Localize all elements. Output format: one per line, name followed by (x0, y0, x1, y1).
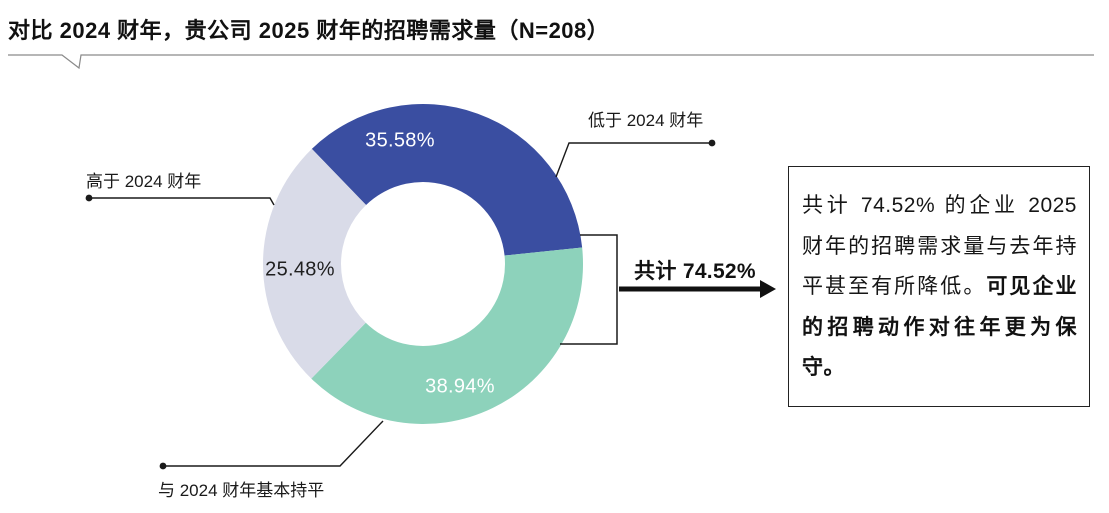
leader-line-higher (89, 197, 275, 206)
label-higher-2024: 高于 2024 财年 (86, 172, 202, 191)
total-callout-label: 共计 74.52% (634, 260, 756, 283)
leader-dot-lower (708, 139, 716, 147)
insight-text-bold: 可见企业的招聘动作对往年更为保守。 (802, 275, 1078, 379)
segment-value-higher: 25.48% (265, 258, 335, 281)
leader-dot-higher (85, 194, 93, 202)
page-title: 对比 2024 财年，贵公司 2025 财年的招聘需求量（N=208） (8, 18, 610, 43)
insight-text: 共计 74.52% 的企业 2025 财年的招聘需求量与去年持平甚至有所降低。可… (802, 186, 1077, 389)
donut-segment-2 (262, 148, 367, 379)
label-flat-2024: 与 2024 财年基本持平 (158, 481, 325, 500)
total-arrow-head-icon (760, 280, 776, 298)
insight-text-regular: 共计 74.52% 的企业 2025 财年的招聘需求量与去年持平甚至有所降低。 (802, 194, 1077, 298)
leader-dot-flat (159, 462, 167, 470)
segment-value-lower: 35.58% (365, 129, 435, 152)
segment-value-flat: 38.94% (425, 375, 495, 398)
insight-box: 共计 74.52% 的企业 2025 财年的招聘需求量与去年持平甚至有所降低。可… (788, 166, 1090, 407)
leader-line-lower (555, 142, 712, 178)
donut-segment-0 (311, 103, 583, 256)
title-underline (8, 54, 1094, 70)
donut-segment-1 (311, 247, 584, 425)
donut-chart (262, 103, 584, 425)
label-lower-2024: 低于 2024 财年 (588, 111, 704, 130)
leader-line-flat (163, 420, 384, 467)
total-bracket (560, 234, 618, 345)
